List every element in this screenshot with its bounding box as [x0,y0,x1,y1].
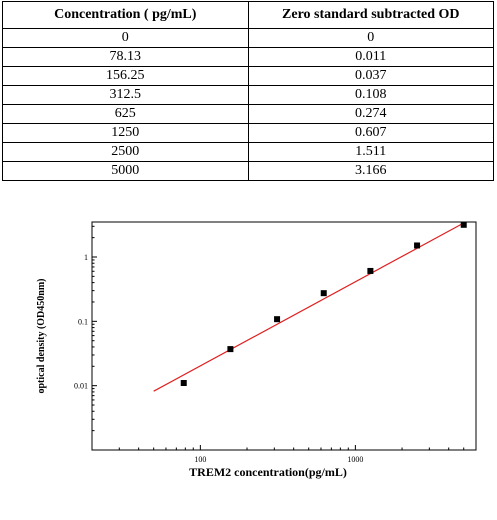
data-point [274,316,281,323]
header-concentration: Concentration ( pg/mL) [2,1,249,29]
table-row: 1250 0.607 [2,123,494,143]
data-point [460,221,467,228]
x-tick-label: 100 [194,455,206,464]
data-point [367,267,374,274]
concentration-cell: 0 [2,28,249,48]
concentration-cell: 156.25 [2,66,249,86]
data-points [180,221,467,387]
concentration-cell: 625 [2,104,249,124]
table-row: 2500 1.511 [2,142,494,162]
x-axis-ticks: 100 1000 [118,445,465,464]
od-cell: 0.274 [247,104,494,124]
table-row: 156.25 0.037 [2,66,494,86]
y-tick-label: 1 [84,253,88,262]
od-cell: 1.511 [247,142,494,162]
standard-curve-chart: 100 1000 0.01 0.1 1 TREM2 concentration(pg/… [36,221,477,479]
y-tick-label: 0.1 [78,317,88,326]
concentration-cell: 5000 [2,161,249,181]
od-cell: 0 [247,28,494,48]
od-cell: 0.037 [247,66,494,86]
concentration-cell: 78.13 [2,47,249,67]
table-header-row: Concentration ( pg/mL) Zero standard sub… [2,1,494,29]
concentration-cell: 312.5 [2,85,249,105]
concentration-cell: 2500 [2,142,249,162]
table-row: 78.13 0.011 [2,47,494,67]
x-axis-label: TREM2 concentration(pg/mL) [189,465,347,479]
table-row: 5000 3.166 [2,161,494,181]
header-od: Zero standard subtracted OD [247,1,494,29]
fit-line [153,222,465,392]
data-point [180,380,187,387]
od-cell: 3.166 [247,161,494,181]
y-axis-ticks: 0.01 0.1 1 [74,225,97,432]
table-row: 312.5 0.108 [2,85,494,105]
x-tick-label: 1000 [347,455,363,464]
y-tick-label: 0.01 [74,382,88,391]
od-cell: 0.607 [247,123,494,143]
concentration-cell: 1250 [2,123,249,143]
plot-frame [91,221,477,451]
od-cell: 0.011 [247,47,494,67]
od-cell: 0.108 [247,85,494,105]
standard-curve-table: Concentration ( pg/mL) Zero standard sub… [2,1,494,181]
data-point [320,290,327,297]
data-point [227,346,234,353]
y-axis-label: optical density (OD450nm) [36,279,47,394]
table-row: 625 0.274 [2,104,494,124]
data-point [414,242,421,249]
